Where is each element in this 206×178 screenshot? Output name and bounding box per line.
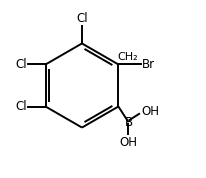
Text: CH₂: CH₂ — [118, 52, 138, 62]
Text: B: B — [125, 116, 133, 129]
Text: Cl: Cl — [15, 100, 27, 113]
Text: OH: OH — [119, 136, 137, 149]
Text: Cl: Cl — [76, 12, 88, 25]
Text: OH: OH — [141, 105, 159, 118]
Text: Cl: Cl — [15, 58, 27, 71]
Text: Br: Br — [142, 58, 155, 71]
